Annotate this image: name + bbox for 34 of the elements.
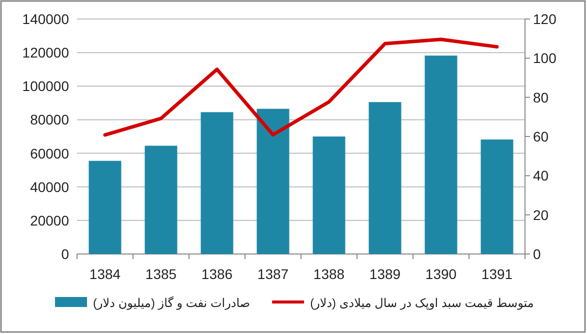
- x-tick-label: 1391: [481, 266, 513, 282]
- x-tick-label: 1388: [313, 266, 345, 282]
- y-tick-label: 20000: [30, 212, 70, 228]
- line-series: [103, 38, 499, 137]
- legend-label: متوسط قیمت سبد اوپک در سال میلادی (دلار): [310, 296, 534, 310]
- y-tick-label: 140000: [22, 11, 70, 27]
- y2-tick-label: 120: [533, 11, 557, 27]
- y2-tick-label: 100: [533, 50, 557, 66]
- bar: [88, 160, 122, 254]
- bar: [200, 112, 234, 254]
- y2-tick-label: 0: [533, 246, 541, 262]
- y-tick-label: 120000: [22, 44, 70, 61]
- x-tick-label: 1387: [257, 266, 289, 282]
- bar: [424, 56, 458, 254]
- bar: [312, 136, 346, 254]
- y-tick-label: 80000: [30, 112, 70, 128]
- x-tick-label: 1389: [369, 266, 401, 282]
- x-tick-label: 1386: [201, 266, 233, 282]
- x-tick-label: 1390: [425, 266, 457, 282]
- legend-label: صادرات نفت و گاز (میلیون دلار): [93, 296, 250, 310]
- x-tick-label: 1384: [89, 266, 121, 282]
- y2-tick-label: 80: [533, 89, 549, 106]
- y-tick-label: 0: [61, 246, 70, 262]
- y-tick-label: 100000: [22, 78, 70, 94]
- y2-tick-label: 60: [533, 128, 549, 144]
- bar: [368, 102, 402, 254]
- y-tick-label: 60000: [30, 145, 70, 162]
- x-tick-label: 1385: [145, 266, 177, 282]
- bar: [480, 140, 514, 254]
- y2-tick-label: 40: [533, 168, 549, 184]
- bar: [256, 108, 290, 254]
- bar: [144, 146, 178, 254]
- y-tick-label: 40000: [30, 178, 70, 195]
- y2-tick-label: 20: [533, 206, 549, 223]
